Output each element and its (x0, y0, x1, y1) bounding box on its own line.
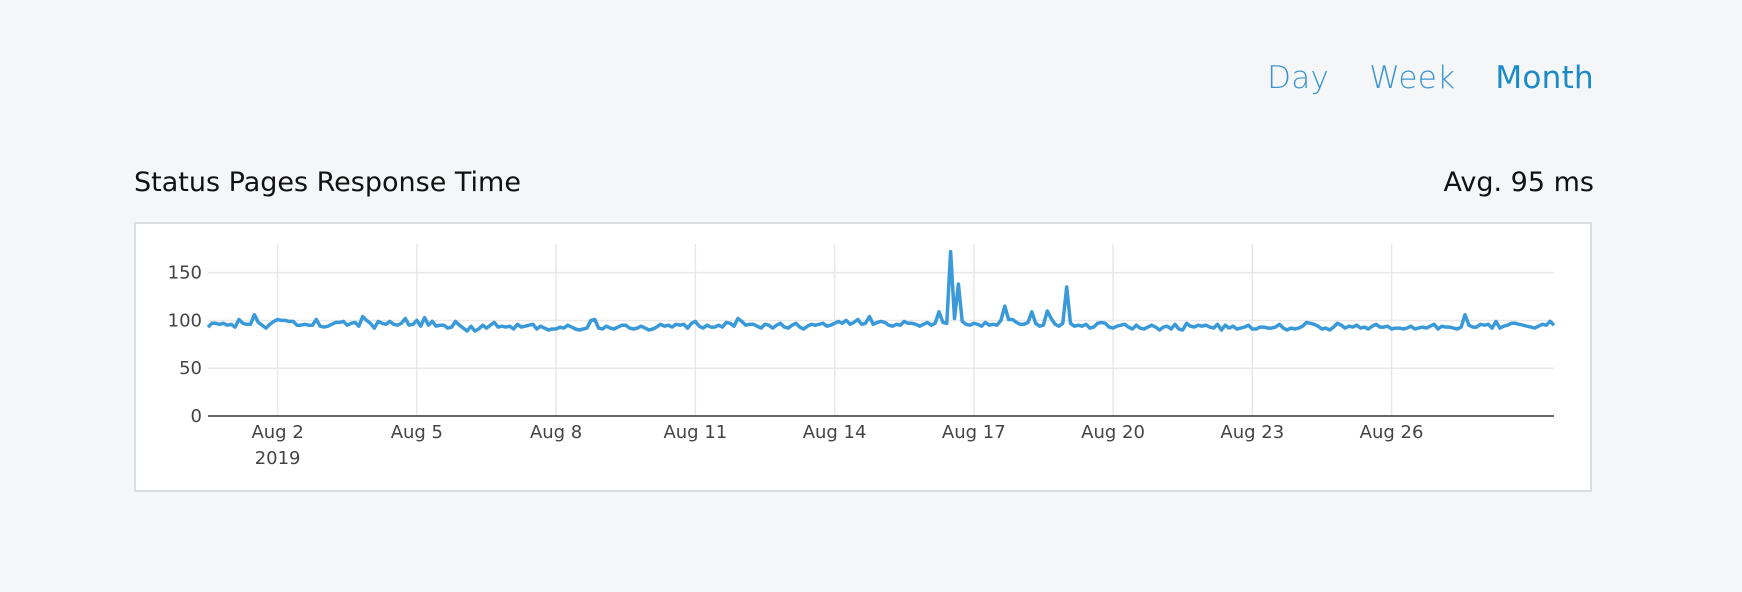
y-tick-label: 150 (168, 263, 202, 284)
x-tick-label: Aug 23 (1220, 422, 1284, 443)
chart-title: Status Pages Response Time (134, 167, 521, 198)
x-tick-label: Aug 20 (1081, 422, 1145, 443)
x-tick-label: Aug 17 (942, 422, 1006, 443)
x-tick-label: Aug 11 (663, 422, 727, 443)
x-tick-year-label: 2019 (255, 448, 301, 469)
y-tick-label: 0 (191, 406, 202, 427)
x-tick-label: Aug 8 (530, 422, 582, 443)
x-tick-label: Aug 5 (391, 422, 443, 443)
response-time-chart: 0 50 100 150 Aug 2 2019 Aug 5 Aug 8 Aug 11 Aug 14… (168, 244, 1556, 469)
tab-day[interactable]: Day (1267, 60, 1330, 96)
average-response-time: Avg. 95 ms (1443, 167, 1594, 198)
chart-container: 0 50 100 150 Aug 2 2019 Aug 5 Aug 8 Aug 11 Aug 14… (134, 222, 1592, 492)
response-time-series-line (206, 249, 1556, 333)
x-tick-label: Aug 14 (803, 422, 867, 443)
x-tick-label: Aug 2 (251, 422, 303, 443)
tab-month[interactable]: Month (1495, 60, 1594, 96)
y-tick-label: 100 (168, 310, 202, 331)
y-tick-label: 50 (179, 358, 202, 379)
tab-week[interactable]: Week (1369, 60, 1456, 96)
x-tick-label: Aug 26 (1360, 422, 1424, 443)
range-tabs: Day Week Month (1267, 60, 1594, 96)
